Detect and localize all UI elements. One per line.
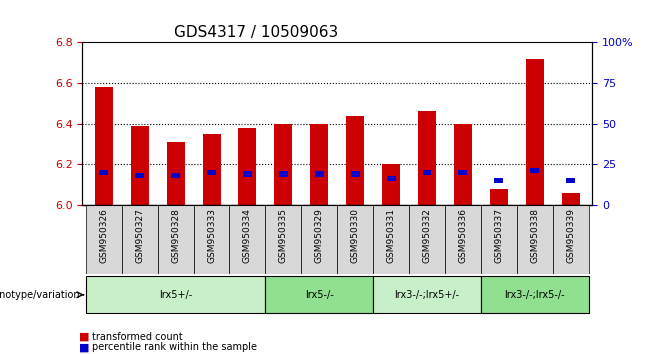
Bar bbox=[315, 171, 324, 177]
FancyBboxPatch shape bbox=[193, 205, 230, 274]
Text: GSM950331: GSM950331 bbox=[387, 209, 395, 263]
FancyBboxPatch shape bbox=[373, 205, 409, 274]
Bar bbox=[207, 170, 216, 175]
Bar bbox=[418, 112, 436, 205]
Text: GSM950327: GSM950327 bbox=[135, 209, 144, 263]
Text: GSM950338: GSM950338 bbox=[530, 209, 540, 263]
Bar bbox=[274, 124, 292, 205]
Text: GSM950329: GSM950329 bbox=[315, 209, 324, 263]
Bar bbox=[454, 124, 472, 205]
Text: GSM950335: GSM950335 bbox=[279, 209, 288, 263]
Text: GDS4317 / 10509063: GDS4317 / 10509063 bbox=[174, 25, 338, 40]
Text: lrx3-/-;lrx5+/-: lrx3-/-;lrx5+/- bbox=[394, 290, 459, 300]
Bar bbox=[136, 173, 144, 178]
Bar bbox=[566, 178, 575, 183]
Bar bbox=[171, 173, 180, 178]
Bar bbox=[526, 59, 544, 205]
FancyBboxPatch shape bbox=[481, 276, 589, 313]
FancyBboxPatch shape bbox=[230, 205, 265, 274]
Bar bbox=[562, 193, 580, 205]
FancyBboxPatch shape bbox=[265, 276, 373, 313]
Bar bbox=[382, 164, 400, 205]
Bar bbox=[346, 115, 364, 205]
Bar bbox=[490, 189, 508, 205]
Bar bbox=[351, 171, 360, 177]
FancyBboxPatch shape bbox=[409, 205, 445, 274]
Bar bbox=[131, 126, 149, 205]
Text: GSM950332: GSM950332 bbox=[422, 209, 432, 263]
FancyBboxPatch shape bbox=[517, 205, 553, 274]
Text: ■: ■ bbox=[79, 342, 89, 353]
Text: GSM950328: GSM950328 bbox=[171, 209, 180, 263]
FancyBboxPatch shape bbox=[86, 276, 265, 313]
FancyBboxPatch shape bbox=[445, 205, 481, 274]
Text: GSM950326: GSM950326 bbox=[99, 209, 109, 263]
Bar bbox=[279, 171, 288, 177]
FancyBboxPatch shape bbox=[481, 205, 517, 274]
Bar bbox=[238, 128, 257, 205]
FancyBboxPatch shape bbox=[301, 205, 338, 274]
Text: genotype/variation: genotype/variation bbox=[0, 290, 80, 300]
Bar bbox=[99, 170, 109, 175]
FancyBboxPatch shape bbox=[122, 205, 158, 274]
Text: ■: ■ bbox=[79, 332, 89, 342]
Bar bbox=[203, 134, 220, 205]
Bar bbox=[311, 124, 328, 205]
Bar bbox=[95, 87, 113, 205]
Text: percentile rank within the sample: percentile rank within the sample bbox=[92, 342, 257, 353]
FancyBboxPatch shape bbox=[338, 205, 373, 274]
FancyBboxPatch shape bbox=[373, 276, 481, 313]
Bar bbox=[459, 170, 467, 175]
Bar bbox=[530, 168, 539, 173]
Text: transformed count: transformed count bbox=[92, 332, 183, 342]
Bar bbox=[422, 170, 432, 175]
Text: GSM950330: GSM950330 bbox=[351, 209, 360, 263]
Text: lrx3-/-;lrx5-/-: lrx3-/-;lrx5-/- bbox=[505, 290, 565, 300]
Bar bbox=[494, 178, 503, 183]
Text: GSM950333: GSM950333 bbox=[207, 209, 216, 263]
Bar bbox=[166, 142, 185, 205]
Text: lrx5-/-: lrx5-/- bbox=[305, 290, 334, 300]
FancyBboxPatch shape bbox=[265, 205, 301, 274]
Text: lrx5+/-: lrx5+/- bbox=[159, 290, 192, 300]
Text: GSM950337: GSM950337 bbox=[494, 209, 503, 263]
Text: GSM950339: GSM950339 bbox=[566, 209, 575, 263]
Bar bbox=[387, 176, 395, 181]
FancyBboxPatch shape bbox=[158, 205, 193, 274]
Text: GSM950336: GSM950336 bbox=[459, 209, 467, 263]
Bar bbox=[243, 171, 252, 177]
FancyBboxPatch shape bbox=[553, 205, 589, 274]
FancyBboxPatch shape bbox=[86, 205, 122, 274]
Text: GSM950334: GSM950334 bbox=[243, 209, 252, 263]
